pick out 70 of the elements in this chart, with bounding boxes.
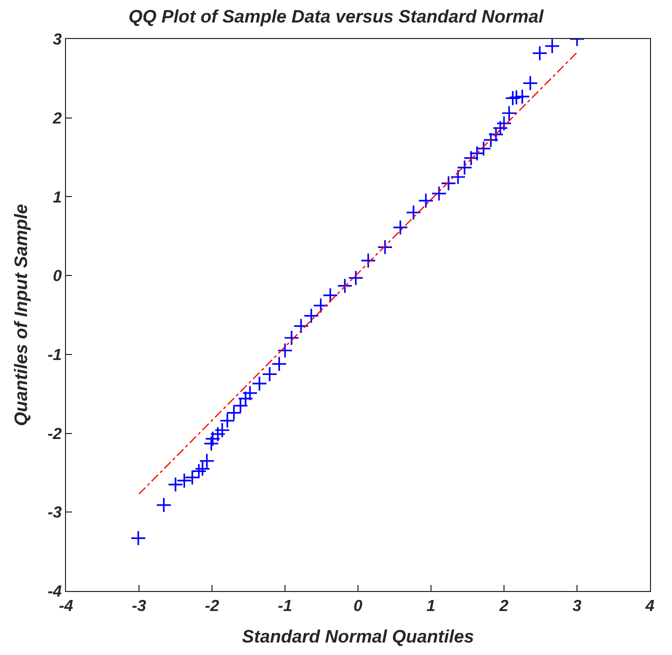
point [242, 385, 258, 401]
point [456, 160, 472, 176]
point [469, 146, 485, 162]
point [176, 472, 192, 488]
point [488, 126, 504, 142]
point [337, 278, 353, 294]
x-axis-title: Standard Normal Quantiles [242, 626, 474, 646]
point [210, 426, 226, 442]
point [220, 412, 236, 428]
x-tick-label: 1 [426, 598, 436, 616]
point [504, 90, 521, 106]
y-tick-label: 1 [52, 189, 62, 206]
point [232, 398, 248, 414]
point [514, 88, 530, 104]
chart-title: QQ Plot of Sample Data versus Standard Normal [128, 6, 545, 26]
point [508, 90, 524, 106]
point [184, 470, 200, 486]
y-tick-label: -1 [48, 347, 62, 364]
point [483, 132, 499, 148]
point [214, 422, 230, 438]
x-tick-label: 4 [644, 598, 655, 616]
point [130, 530, 146, 546]
point [194, 460, 210, 477]
point [293, 318, 309, 334]
y-tick-label: -2 [48, 426, 62, 443]
point [348, 270, 364, 286]
x-tick-label: 0 [354, 598, 363, 616]
point [271, 356, 287, 372]
point [303, 308, 320, 324]
point [360, 252, 376, 268]
x-tick-label: -2 [204, 598, 220, 616]
point [418, 192, 434, 208]
point [277, 342, 293, 358]
point [199, 453, 215, 469]
y-tick-label: 2 [52, 110, 62, 128]
point [392, 220, 408, 236]
y-tick-label: 0 [52, 268, 62, 286]
y-tick-label: -4 [48, 584, 62, 601]
point [501, 105, 517, 121]
point [252, 376, 268, 392]
point [532, 45, 548, 61]
point [191, 463, 207, 479]
point [284, 330, 300, 346]
y-axis-title: Quantiles of Input Sample [10, 204, 31, 426]
point [262, 366, 278, 382]
x-tick-label: -3 [132, 598, 146, 616]
point [406, 204, 422, 220]
point [377, 239, 393, 255]
y-tick-label: -3 [48, 504, 62, 522]
point [156, 497, 172, 513]
point [322, 287, 338, 304]
x-tick-label: 3 [572, 598, 582, 616]
point [463, 150, 479, 166]
point [440, 176, 456, 192]
point [544, 39, 560, 54]
point [203, 436, 220, 452]
point [492, 120, 508, 136]
point [312, 298, 329, 314]
point [450, 169, 466, 185]
point [476, 140, 492, 156]
point [522, 75, 538, 91]
point [168, 476, 184, 492]
point [431, 186, 447, 202]
point [226, 404, 242, 421]
point [204, 431, 221, 447]
point [238, 390, 254, 406]
y-tick-label: 3 [52, 32, 62, 49]
x-tick-label: -1 [278, 598, 292, 616]
x-tick-label: 2 [498, 598, 509, 616]
point [496, 116, 512, 132]
